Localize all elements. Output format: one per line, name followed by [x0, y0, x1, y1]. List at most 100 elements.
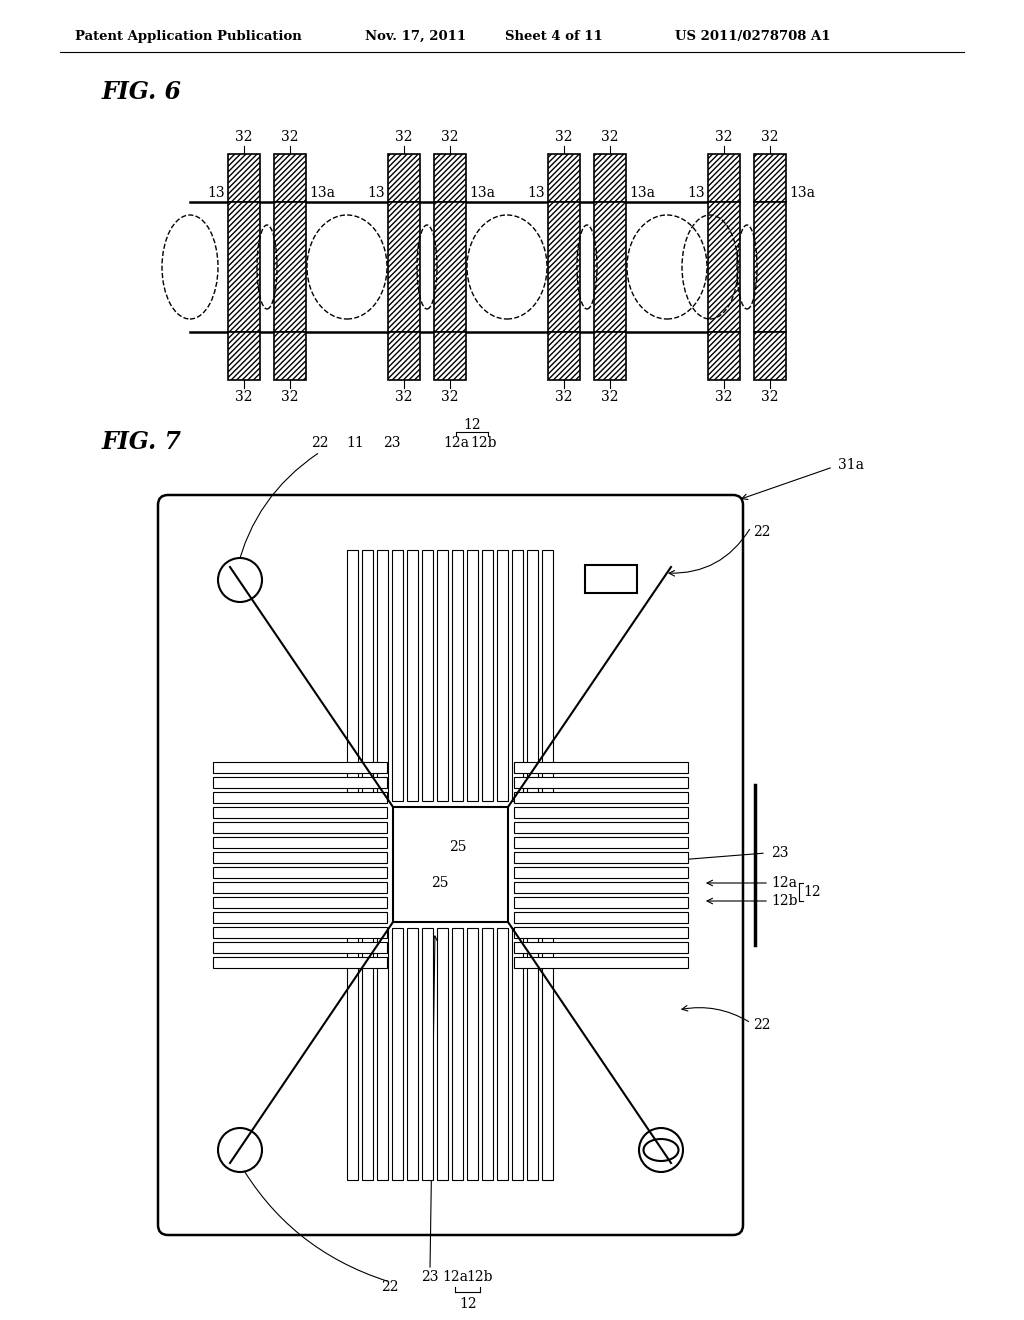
Text: 12b: 12b: [771, 894, 798, 908]
Bar: [754, 202, 786, 333]
Bar: [407, 550, 418, 801]
Text: 31a: 31a: [838, 458, 864, 473]
Bar: [512, 550, 523, 801]
Bar: [213, 942, 387, 953]
Bar: [213, 792, 387, 803]
Text: 32: 32: [282, 129, 299, 144]
Bar: [467, 550, 478, 801]
Bar: [392, 550, 403, 801]
Bar: [213, 867, 387, 878]
Bar: [542, 928, 553, 1180]
Text: FIG. 7: FIG. 7: [102, 430, 182, 454]
Bar: [452, 550, 463, 801]
Bar: [377, 550, 388, 801]
Bar: [347, 550, 358, 801]
Text: 23: 23: [383, 436, 400, 450]
Bar: [434, 202, 466, 333]
Bar: [362, 928, 373, 1180]
Text: 12a: 12a: [771, 876, 797, 890]
Text: 13: 13: [687, 186, 705, 201]
Bar: [392, 928, 403, 1180]
Bar: [514, 777, 688, 788]
Bar: [274, 202, 306, 333]
Bar: [594, 154, 626, 202]
Bar: [213, 851, 387, 863]
Text: 13: 13: [208, 186, 225, 201]
Text: 32: 32: [395, 129, 413, 144]
Circle shape: [218, 1129, 262, 1172]
Text: 12: 12: [459, 1298, 477, 1311]
Text: 12a: 12a: [443, 436, 469, 450]
Bar: [548, 154, 580, 202]
Text: 13a: 13a: [469, 186, 495, 201]
Bar: [594, 333, 626, 380]
Bar: [512, 928, 523, 1180]
Text: 22: 22: [381, 1280, 398, 1294]
Bar: [514, 957, 688, 968]
Bar: [422, 928, 433, 1180]
Bar: [437, 550, 449, 801]
Text: 13a: 13a: [629, 186, 655, 201]
Bar: [527, 928, 538, 1180]
Text: 22: 22: [753, 1018, 770, 1032]
Bar: [407, 928, 418, 1180]
Bar: [377, 928, 388, 1180]
Text: 32: 32: [761, 129, 778, 144]
Bar: [213, 777, 387, 788]
Bar: [542, 550, 553, 801]
Bar: [362, 550, 373, 801]
Text: 32: 32: [555, 389, 572, 404]
Bar: [213, 822, 387, 833]
Bar: [514, 942, 688, 953]
Bar: [708, 333, 740, 380]
Text: 12: 12: [463, 418, 481, 432]
Bar: [497, 928, 508, 1180]
Text: 32: 32: [601, 129, 618, 144]
Text: 23: 23: [421, 1270, 438, 1284]
Text: 22: 22: [311, 436, 329, 450]
Text: 22: 22: [753, 525, 770, 539]
Bar: [274, 333, 306, 380]
Bar: [452, 928, 463, 1180]
Text: 31: 31: [725, 255, 742, 269]
Text: 25: 25: [431, 876, 449, 890]
Text: 12: 12: [803, 884, 820, 899]
Bar: [548, 202, 580, 333]
Bar: [388, 154, 420, 202]
Bar: [213, 807, 387, 818]
Text: 32: 32: [601, 389, 618, 404]
Bar: [754, 333, 786, 380]
Bar: [228, 333, 260, 380]
Bar: [467, 928, 478, 1180]
Bar: [213, 927, 387, 939]
Text: 32: 32: [441, 129, 459, 144]
Text: 13: 13: [368, 186, 385, 201]
Bar: [514, 927, 688, 939]
Bar: [514, 912, 688, 923]
Bar: [422, 550, 433, 801]
Text: 23: 23: [771, 846, 788, 861]
Ellipse shape: [643, 1139, 679, 1162]
Bar: [228, 154, 260, 202]
Bar: [708, 202, 740, 333]
Text: 12b: 12b: [467, 1270, 494, 1284]
Text: 32: 32: [555, 129, 572, 144]
Bar: [213, 882, 387, 894]
Bar: [228, 202, 260, 333]
Bar: [388, 202, 420, 333]
Text: US 2011/0278708 A1: US 2011/0278708 A1: [675, 30, 830, 44]
Bar: [514, 867, 688, 878]
Text: Nov. 17, 2011: Nov. 17, 2011: [365, 30, 466, 44]
Text: 32: 32: [715, 389, 733, 404]
Bar: [527, 550, 538, 801]
Bar: [434, 154, 466, 202]
Bar: [213, 837, 387, 847]
Bar: [437, 928, 449, 1180]
Bar: [213, 912, 387, 923]
Text: 13a: 13a: [309, 186, 335, 201]
Bar: [213, 898, 387, 908]
Bar: [213, 762, 387, 774]
Circle shape: [218, 558, 262, 602]
Bar: [514, 837, 688, 847]
Bar: [754, 154, 786, 202]
